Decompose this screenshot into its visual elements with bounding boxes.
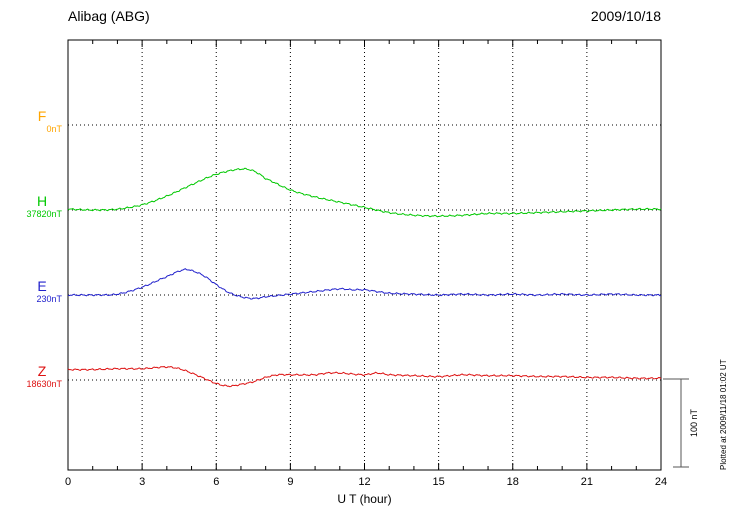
trace-H bbox=[67, 167, 662, 218]
scale-bar-label: 100 nT bbox=[689, 408, 699, 437]
series-label-Z: Z 18630nT bbox=[0, 364, 62, 389]
series-name-H: H bbox=[36, 193, 48, 209]
x-tick-label: 9 bbox=[287, 476, 293, 488]
series-name-F: F bbox=[37, 108, 47, 124]
series-baseline-F: 0nT bbox=[46, 124, 62, 134]
series-name-E: E bbox=[37, 278, 47, 294]
series-name-Z: Z bbox=[37, 363, 47, 379]
trace-Z bbox=[67, 366, 662, 388]
x-tick-label: 24 bbox=[655, 476, 667, 488]
x-tick-label: 6 bbox=[213, 476, 219, 488]
x-tick-label: 3 bbox=[139, 476, 145, 488]
x-tick-label: 15 bbox=[433, 476, 445, 488]
series-label-F: F 0nT bbox=[0, 109, 62, 134]
date-label: 2009/10/18 bbox=[590, 8, 661, 24]
x-axis-title: U T (hour) bbox=[337, 492, 392, 506]
series-baseline-E: 230nT bbox=[36, 294, 62, 304]
series-baseline-H: 37820nT bbox=[26, 209, 62, 219]
series-label-E: E 230nT bbox=[0, 279, 62, 304]
trace-E bbox=[67, 268, 661, 300]
station-title: Alibag (ABG) bbox=[68, 8, 150, 24]
series-label-H: H 37820nT bbox=[0, 194, 62, 219]
plotted-at-note: Plotted at 2009/11/18 01:02 UT bbox=[719, 359, 728, 470]
x-tick-label: 18 bbox=[507, 476, 519, 488]
x-tick-label: 12 bbox=[358, 476, 370, 488]
x-tick-label: 0 bbox=[65, 476, 71, 488]
series-baseline-Z: 18630nT bbox=[26, 379, 62, 389]
x-tick-label: 21 bbox=[581, 476, 593, 488]
